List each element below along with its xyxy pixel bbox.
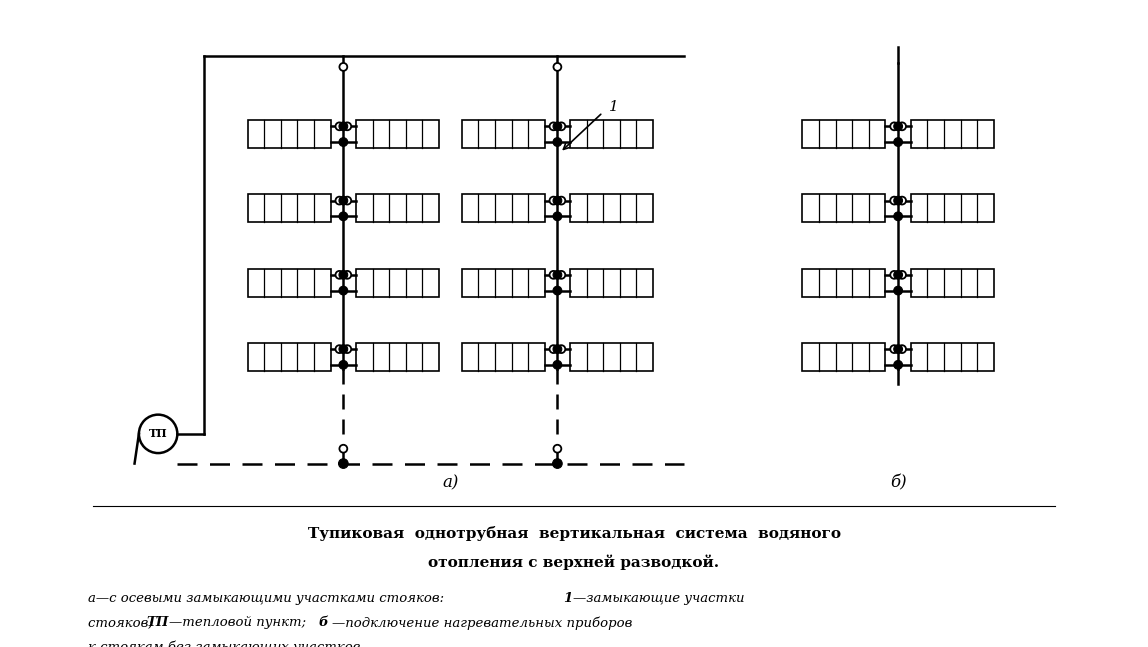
Circle shape	[558, 271, 565, 279]
Bar	[571, 343, 653, 371]
Bar	[248, 343, 331, 371]
Text: —замыкающие участки: —замыкающие участки	[573, 592, 745, 605]
Circle shape	[890, 345, 898, 353]
Bar	[356, 195, 439, 223]
Circle shape	[339, 212, 348, 221]
Circle shape	[343, 197, 351, 204]
Bar	[571, 195, 653, 223]
Circle shape	[898, 122, 906, 130]
Circle shape	[339, 122, 348, 131]
Text: б): б)	[890, 474, 907, 491]
Circle shape	[335, 271, 343, 279]
Text: ТП: ТП	[147, 617, 169, 630]
Bar	[461, 269, 545, 297]
Circle shape	[553, 360, 561, 369]
Bar	[461, 343, 545, 371]
Circle shape	[335, 197, 343, 204]
Circle shape	[553, 63, 561, 71]
Bar	[356, 343, 439, 371]
Bar	[802, 343, 885, 371]
Text: а): а)	[442, 474, 458, 491]
Circle shape	[898, 271, 906, 279]
Bar	[248, 269, 331, 297]
Circle shape	[343, 345, 351, 353]
Bar	[248, 195, 331, 223]
Circle shape	[894, 196, 902, 205]
Circle shape	[340, 444, 348, 453]
Circle shape	[894, 345, 902, 353]
Text: —подключение нагревательных приборов: —подключение нагревательных приборов	[332, 617, 633, 630]
Circle shape	[890, 197, 898, 204]
Circle shape	[339, 345, 348, 353]
Circle shape	[339, 138, 348, 146]
Circle shape	[558, 345, 565, 353]
Circle shape	[553, 286, 561, 295]
Bar	[248, 120, 331, 148]
Circle shape	[898, 197, 906, 204]
Text: —тепловой пункт;: —тепловой пункт;	[169, 617, 315, 630]
Circle shape	[550, 271, 558, 279]
Circle shape	[894, 270, 902, 280]
Bar	[356, 120, 439, 148]
Circle shape	[339, 286, 348, 295]
Text: 1: 1	[608, 100, 619, 114]
Circle shape	[550, 122, 558, 130]
Circle shape	[340, 63, 348, 71]
Circle shape	[550, 345, 558, 353]
Text: ТП: ТП	[149, 428, 168, 439]
Bar	[802, 195, 885, 223]
Bar	[802, 120, 885, 148]
Circle shape	[898, 345, 906, 353]
Bar	[571, 120, 653, 148]
Bar	[571, 269, 653, 297]
Circle shape	[339, 459, 348, 468]
Circle shape	[339, 196, 348, 205]
Circle shape	[553, 345, 561, 353]
Bar	[461, 120, 545, 148]
Circle shape	[894, 212, 902, 221]
Circle shape	[558, 197, 565, 204]
Circle shape	[890, 122, 898, 130]
Circle shape	[550, 197, 558, 204]
Bar	[461, 195, 545, 223]
Circle shape	[894, 122, 902, 131]
Text: 1: 1	[564, 592, 573, 605]
Circle shape	[552, 459, 563, 468]
Circle shape	[335, 122, 343, 130]
Circle shape	[553, 196, 561, 205]
Bar	[910, 120, 994, 148]
Circle shape	[894, 286, 902, 295]
Circle shape	[553, 138, 561, 146]
Text: Тупиковая  однотрубная  вертикальная  система  водяного: Тупиковая однотрубная вертикальная систе…	[308, 527, 840, 542]
Circle shape	[553, 270, 561, 280]
Circle shape	[558, 122, 565, 130]
Text: к стоякам без замыкающих участков.: к стоякам без замыкающих участков.	[88, 641, 365, 647]
Bar	[910, 343, 994, 371]
Circle shape	[894, 360, 902, 369]
Circle shape	[343, 122, 351, 130]
Bar	[356, 269, 439, 297]
Circle shape	[343, 271, 351, 279]
Bar	[802, 269, 885, 297]
Circle shape	[339, 360, 348, 369]
Circle shape	[553, 212, 561, 221]
Circle shape	[335, 345, 343, 353]
Circle shape	[553, 122, 561, 131]
Bar	[910, 269, 994, 297]
Text: отопления с верхней разводкой.: отопления с верхней разводкой.	[428, 554, 720, 570]
Text: а—с осевыми замыкающими участками стояков:: а—с осевыми замыкающими участками стояко…	[88, 592, 452, 605]
Circle shape	[890, 271, 898, 279]
Circle shape	[553, 444, 561, 453]
Bar	[910, 195, 994, 223]
Text: стояков;: стояков;	[88, 617, 162, 630]
Circle shape	[894, 138, 902, 146]
Circle shape	[339, 270, 348, 280]
Text: б: б	[319, 617, 328, 630]
